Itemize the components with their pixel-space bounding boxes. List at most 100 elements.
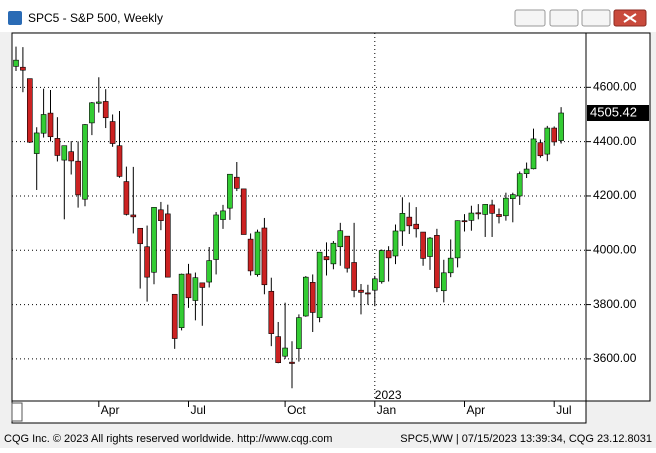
link-button[interactable] xyxy=(514,9,546,27)
candle-body xyxy=(399,213,406,232)
candle-body xyxy=(13,59,19,67)
candle-body xyxy=(509,194,516,199)
candle-body xyxy=(130,214,137,218)
year-label: 2023 xyxy=(375,388,402,402)
y-tick-label: 4200.00 xyxy=(593,188,637,202)
candle-body xyxy=(102,101,109,119)
candle-body xyxy=(496,214,502,217)
candle-body xyxy=(192,277,199,301)
candle-body xyxy=(123,181,130,215)
candle-body xyxy=(371,278,378,291)
candle-body xyxy=(165,213,171,278)
candle-body xyxy=(206,260,212,283)
candle-body xyxy=(461,220,468,223)
candle-body xyxy=(309,282,316,313)
x-tick-label: Apr xyxy=(101,403,120,417)
x-tick-label: Jul xyxy=(556,403,571,417)
candle-body xyxy=(503,197,509,217)
candle-body xyxy=(61,145,68,161)
candle-body xyxy=(302,276,309,317)
y-tick-label: 3600.00 xyxy=(593,351,637,365)
candle-body xyxy=(220,210,226,220)
title-bar xyxy=(0,0,656,32)
candle-body xyxy=(378,250,385,283)
candle-body xyxy=(240,188,247,235)
candle-body xyxy=(137,227,143,245)
candle-body xyxy=(268,290,275,334)
candle-body xyxy=(89,102,95,124)
x-tick-label: Oct xyxy=(287,403,306,417)
y-tick-label: 4000.00 xyxy=(593,242,637,256)
candle-body xyxy=(68,151,74,162)
candle-body xyxy=(551,127,558,143)
candle-body xyxy=(227,173,233,209)
x-tick-label: Apr xyxy=(467,403,486,417)
candle-body xyxy=(447,257,454,274)
candle-body xyxy=(544,127,551,155)
candle-body xyxy=(482,204,489,215)
candle-body xyxy=(330,242,337,265)
y-tick-label: 4400.00 xyxy=(593,134,637,148)
candle-body xyxy=(489,204,495,214)
candle-body xyxy=(454,220,461,259)
x-tick-label: Jan xyxy=(377,403,396,417)
last-price-box xyxy=(587,105,649,122)
candle-body xyxy=(151,207,157,273)
candle-body xyxy=(420,231,426,259)
candle-body xyxy=(75,160,81,196)
candle-body xyxy=(20,66,26,71)
minimize-button[interactable] xyxy=(549,9,579,27)
candle-body xyxy=(234,176,240,189)
candle-body xyxy=(413,223,420,230)
candle-body xyxy=(247,238,254,272)
footer-right: SPC5,WW | 07/15/2023 13:39:34, CQG 23.12… xyxy=(400,433,652,445)
candle-body xyxy=(289,361,295,364)
candle-body xyxy=(171,293,178,339)
candle-body xyxy=(199,282,206,288)
chart: 3600.00 3800.00 4000.00 4200.00 4400.00 4600.… xyxy=(12,33,649,417)
window-title: SPC5 - S&P 500, Weekly xyxy=(28,11,163,25)
x-tick-label: Jul xyxy=(191,403,206,417)
candle-body xyxy=(523,168,530,174)
candle-body xyxy=(33,132,40,154)
candle-body xyxy=(344,235,351,269)
y-tick-label: 4600.00 xyxy=(593,79,637,93)
candle-body xyxy=(296,317,302,349)
candle-body xyxy=(213,214,219,260)
candle-body xyxy=(358,289,364,293)
candle-body xyxy=(323,256,330,261)
candle-body xyxy=(282,347,288,357)
candle-body xyxy=(96,101,102,104)
candle-body xyxy=(26,78,33,143)
candle-body xyxy=(530,138,537,170)
candle-body xyxy=(351,262,357,291)
maximize-button[interactable] xyxy=(581,9,611,27)
candle-body xyxy=(392,230,399,257)
candle-body xyxy=(427,237,433,257)
app-icon xyxy=(8,11,22,25)
candle-body xyxy=(434,235,440,289)
candle-body xyxy=(475,212,482,215)
candle-body xyxy=(158,209,164,221)
y-tick-label: 3800.00 xyxy=(593,297,637,311)
candle-body xyxy=(337,230,344,248)
candle-body xyxy=(82,124,88,200)
candle-body xyxy=(261,227,268,286)
scroll-handle[interactable] xyxy=(11,402,23,422)
candle-body xyxy=(144,246,150,278)
candle-body xyxy=(406,216,413,227)
candle-body xyxy=(47,112,54,138)
candle-body xyxy=(537,142,544,157)
candle-body xyxy=(516,173,523,197)
candle-body xyxy=(316,251,323,318)
footer-left: CQG Inc. © 2023 All rights reserved worl… xyxy=(4,433,332,445)
candle-body xyxy=(40,114,47,134)
candle-body xyxy=(254,231,261,276)
candle-body xyxy=(440,272,447,292)
candle-body xyxy=(558,112,564,141)
price-axis xyxy=(585,32,651,402)
candle-body xyxy=(116,145,123,177)
last-price-label: 4505.42 xyxy=(590,104,637,119)
